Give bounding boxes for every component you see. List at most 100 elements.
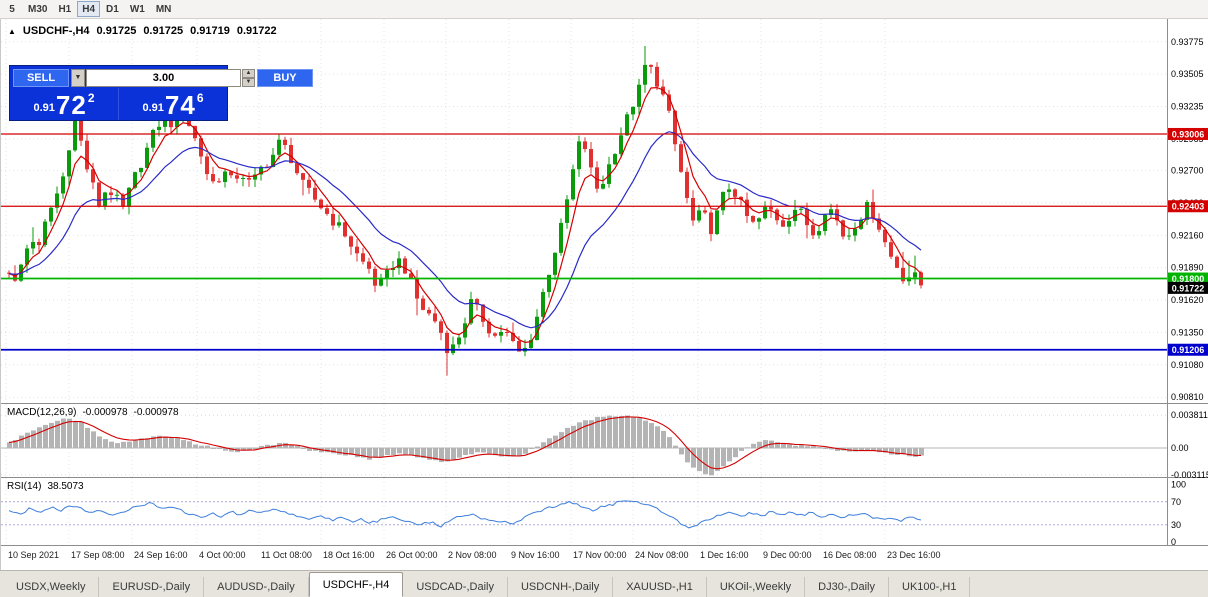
- time-label: 17 Sep 08:00: [71, 550, 125, 560]
- tab-uk100-h1[interactable]: UK100-,H1: [889, 577, 971, 597]
- svg-text:0.91620: 0.91620: [1171, 295, 1204, 305]
- time-label: 9 Dec 00:00: [763, 550, 812, 560]
- timeframe-d1[interactable]: D1: [101, 1, 124, 17]
- svg-text:-0.003115: -0.003115: [1171, 470, 1208, 478]
- time-label: 18 Oct 16:00: [323, 550, 375, 560]
- ohlc-high: 0.91725: [143, 25, 184, 37]
- timeframe-toolbar: 5 M30 H1 H4 D1 W1 MN: [0, 0, 1208, 19]
- sell-price-prefix: 0.91: [33, 102, 55, 114]
- time-label: 17 Nov 00:00: [573, 550, 627, 560]
- time-label: 2 Nov 08:00: [448, 550, 497, 560]
- buy-price-prefix: 0.91: [142, 102, 164, 114]
- tab-ukoil-weekly[interactable]: UKOil-,Weekly: [707, 577, 806, 597]
- timeframe-m30[interactable]: M30: [23, 1, 52, 17]
- price-chart-canvas[interactable]: 0.937750.935050.932350.929650.927000.924…: [1, 19, 1208, 404]
- sell-price-sup: 2: [87, 91, 95, 105]
- svg-text:0.91890: 0.91890: [1171, 263, 1204, 273]
- timeframe-5[interactable]: 5: [2, 1, 22, 17]
- level-price-tag: 0.92403: [1168, 200, 1208, 213]
- current-price-tag: 0.91722: [1168, 281, 1208, 294]
- macd-panel[interactable]: 0.003811 0.00 -0.003115 MACD(12,26,9) -0.0…: [1, 404, 1208, 478]
- tab-usdchf-h4[interactable]: USDCHF-,H4: [308, 572, 404, 597]
- svg-text:0: 0: [1171, 537, 1176, 546]
- level-price-tag: 0.91800: [1168, 272, 1208, 285]
- level-price-tag: 0.91206: [1168, 343, 1208, 356]
- svg-text:30: 30: [1171, 520, 1181, 530]
- time-label: 10 Sep 2021: [8, 550, 60, 560]
- tab-dj30-daily[interactable]: DJ30-,Daily: [805, 577, 890, 597]
- rsi-label: RSI(14) 38.5073: [7, 481, 84, 492]
- ohlc-close: 0.91722: [236, 25, 277, 37]
- time-label: 11 Oct 08:00: [261, 550, 312, 560]
- tab-usdcnh-daily[interactable]: USDCNH-,Daily: [508, 577, 614, 597]
- chart-tabs: USDX,Weekly EURUSD-,Daily AUDUSD-,Daily USD…: [0, 570, 1208, 597]
- timeframe-h4[interactable]: H4: [77, 1, 101, 17]
- svg-text:0.92160: 0.92160: [1171, 230, 1204, 240]
- time-label: 23 Dec 16:00: [887, 550, 941, 560]
- ohlc-open: 0.91725: [96, 25, 137, 37]
- buy-price-sup: 6: [196, 91, 204, 105]
- tab-usdx-weekly[interactable]: USDX,Weekly: [3, 577, 100, 597]
- svg-text:0.92700: 0.92700: [1171, 166, 1204, 176]
- time-label: 24 Sep 16:00: [134, 550, 188, 560]
- ohlc-low: 0.91719: [190, 25, 230, 37]
- chart-ohlc-header: ▲ USDCHF-,H4 0.91725 0.91725 0.91719 0.9…: [8, 25, 277, 37]
- volume-dropdown-icon[interactable]: ▼: [71, 68, 85, 87]
- time-label: 26 Oct 00:00: [386, 550, 438, 560]
- chart-symbol: USDCHF-,H4: [22, 25, 90, 37]
- price-panel[interactable]: 0.937750.935050.932350.929650.927000.924…: [1, 19, 1208, 404]
- rsi-canvas[interactable]: 100 70 30 0: [1, 478, 1208, 546]
- svg-text:0.93006: 0.93006: [1172, 129, 1205, 139]
- timeframe-h1[interactable]: H1: [53, 1, 76, 17]
- macd-value-2: -0.000978: [133, 407, 179, 418]
- time-label: 24 Nov 08:00: [635, 550, 689, 560]
- chart-area[interactable]: 0.937750.935050.932350.929650.927000.924…: [0, 19, 1208, 570]
- volume-control: ▼ ▲ ▼: [71, 68, 255, 87]
- volume-input[interactable]: [86, 68, 241, 87]
- buy-price[interactable]: 0.91 74 6: [118, 88, 227, 120]
- svg-text:0.91800: 0.91800: [1172, 274, 1205, 284]
- svg-text:0.91722: 0.91722: [1172, 283, 1205, 293]
- buy-button[interactable]: BUY: [257, 68, 313, 87]
- tab-audusd-daily[interactable]: AUDUSD-,Daily: [204, 577, 309, 597]
- svg-text:0.93775: 0.93775: [1171, 37, 1204, 47]
- svg-text:0.91350: 0.91350: [1171, 327, 1204, 337]
- svg-text:0.00: 0.00: [1171, 443, 1189, 453]
- macd-name: MACD(12,26,9): [7, 407, 77, 418]
- buy-price-big: 74: [164, 90, 196, 120]
- svg-text:100: 100: [1171, 480, 1186, 490]
- level-price-tag: 0.93006: [1168, 127, 1208, 140]
- chart-icon: ▲: [8, 26, 16, 36]
- svg-text:0.93235: 0.93235: [1171, 102, 1204, 112]
- macd-value-1: -0.000978: [82, 407, 128, 418]
- time-label: 1 Dec 16:00: [700, 550, 749, 560]
- rsi-panel[interactable]: 100 70 30 0 RSI(14) 38.5073: [1, 478, 1208, 546]
- rsi-value: 38.5073: [47, 481, 84, 492]
- tab-xauusd-h1[interactable]: XAUUSD-,H1: [613, 577, 707, 597]
- price-scale-separator: [1167, 19, 1168, 546]
- tab-usdcad-daily[interactable]: USDCAD-,Daily: [403, 577, 508, 597]
- sell-price[interactable]: 0.91 72 2: [10, 88, 118, 120]
- timeframe-w1[interactable]: W1: [125, 1, 150, 17]
- volume-down-icon[interactable]: ▼: [242, 77, 255, 87]
- sell-price-big: 72: [55, 90, 87, 120]
- svg-text:0.90810: 0.90810: [1171, 392, 1204, 402]
- volume-up-icon[interactable]: ▲: [242, 68, 255, 78]
- svg-text:0.003811: 0.003811: [1171, 410, 1208, 420]
- svg-text:0.91206: 0.91206: [1172, 345, 1205, 355]
- time-label: 4 Oct 00:00: [199, 550, 246, 560]
- time-label: 9 Nov 16:00: [511, 550, 560, 560]
- rsi-name: RSI(14): [7, 481, 42, 492]
- time-axis[interactable]: 10 Sep 2021 17 Sep 08:00 24 Sep 16:00 4 Oct…: [1, 546, 1208, 570]
- sell-button[interactable]: SELL: [13, 68, 69, 87]
- time-label: 16 Dec 08:00: [823, 550, 877, 560]
- svg-text:0.92403: 0.92403: [1172, 202, 1205, 212]
- timeframe-mn[interactable]: MN: [151, 1, 177, 17]
- macd-canvas[interactable]: 0.003811 0.00 -0.003115: [1, 404, 1208, 478]
- tab-eurusd-daily[interactable]: EURUSD-,Daily: [99, 577, 205, 597]
- one-click-trading-panel: SELL ▼ ▲ ▼ BUY 0.91 72 2: [9, 65, 313, 121]
- svg-text:70: 70: [1171, 497, 1181, 507]
- macd-label: MACD(12,26,9) -0.000978 -0.000978: [7, 407, 179, 418]
- svg-text:0.91080: 0.91080: [1171, 360, 1204, 370]
